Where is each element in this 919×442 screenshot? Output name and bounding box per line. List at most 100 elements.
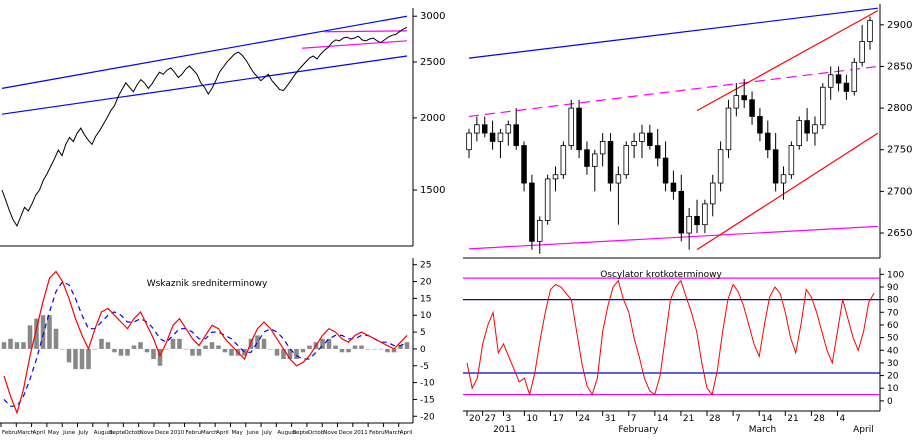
x-tick-label: May bbox=[231, 430, 243, 436]
x-tick-label: Febru bbox=[369, 430, 385, 436]
candle-body bbox=[709, 182, 716, 205]
x-tick-label: 2010 bbox=[170, 430, 184, 436]
x-tick-label: March bbox=[17, 430, 34, 436]
x-tick-label: Febru bbox=[186, 430, 202, 436]
histogram-bar bbox=[404, 342, 410, 349]
histogram-bar bbox=[333, 345, 338, 349]
histogram-bar bbox=[196, 348, 202, 356]
candle-body bbox=[639, 132, 645, 142]
x-tick-label: Nove bbox=[140, 430, 155, 436]
histogram-bar bbox=[1, 342, 7, 349]
x-tick-label: Febru bbox=[2, 430, 18, 436]
candle-body bbox=[552, 174, 559, 180]
histogram-bar bbox=[378, 348, 384, 350]
candle-body bbox=[867, 20, 873, 42]
candle-body bbox=[631, 141, 637, 146]
y-tick-label: 5 bbox=[420, 328, 426, 338]
histogram-bar bbox=[79, 348, 85, 370]
y-tick-label: 10 bbox=[420, 311, 432, 321]
x-tick-label: Septe bbox=[293, 430, 310, 436]
y-tick-label: 0 bbox=[887, 397, 893, 407]
histogram-bar bbox=[294, 348, 299, 360]
histogram-bar bbox=[66, 348, 72, 363]
histogram-bar bbox=[73, 348, 78, 370]
x-month-label: 2011 bbox=[493, 425, 516, 435]
x-tick-label: 31 bbox=[605, 414, 616, 424]
y-tick-label: 3000 bbox=[420, 11, 445, 22]
histogram-bar bbox=[209, 342, 215, 349]
candle-body bbox=[670, 182, 677, 192]
candle-body bbox=[599, 141, 606, 155]
y-tick-label: 2850 bbox=[887, 61, 912, 72]
candle-body bbox=[529, 182, 535, 242]
histogram-bar bbox=[112, 348, 117, 353]
candle-body bbox=[827, 74, 834, 88]
histogram-bar bbox=[99, 338, 104, 349]
trendline bbox=[468, 225, 878, 250]
x-tick-label: Nove bbox=[323, 430, 338, 436]
histogram-bar bbox=[352, 345, 358, 349]
candle-body bbox=[757, 116, 763, 134]
y-tick-label: 0 bbox=[420, 345, 426, 355]
x-tick-label: August bbox=[94, 430, 114, 436]
histogram-bar bbox=[125, 348, 130, 356]
y-tick-label: 2900 bbox=[887, 20, 912, 31]
candle-body bbox=[497, 132, 504, 142]
histogram-bar bbox=[216, 345, 221, 349]
histogram-bar bbox=[203, 345, 208, 349]
histogram-bar bbox=[261, 338, 267, 349]
histogram-bar bbox=[242, 348, 247, 356]
y-tick-label: 20 bbox=[420, 278, 432, 288]
x-tick-label: March bbox=[384, 430, 401, 436]
x-tick-label: 21 bbox=[683, 414, 694, 424]
candle-body bbox=[513, 124, 519, 146]
candle-body bbox=[796, 120, 802, 146]
histogram-bar bbox=[34, 318, 39, 349]
candle-body bbox=[694, 215, 700, 226]
candle-body bbox=[568, 107, 574, 146]
y-tick-label: 1500 bbox=[420, 185, 445, 196]
histogram-bar bbox=[268, 348, 273, 350]
trendline bbox=[324, 30, 408, 33]
candle-body bbox=[702, 203, 708, 226]
candle-body bbox=[584, 149, 590, 167]
x-tick-label: Dece bbox=[339, 430, 354, 436]
trendline bbox=[468, 65, 878, 118]
x-tick-label: April bbox=[33, 430, 46, 436]
candle-body bbox=[576, 107, 582, 151]
x-tick-label: 3 bbox=[506, 414, 512, 424]
candle-body bbox=[772, 149, 779, 184]
candle-body bbox=[835, 74, 842, 84]
x-tick-label: 14 bbox=[761, 414, 773, 424]
x-tick-label: 14 bbox=[657, 414, 669, 424]
x-tick-label: July bbox=[261, 430, 273, 436]
y-tick-label: 80 bbox=[887, 296, 899, 306]
histogram-bar bbox=[60, 348, 65, 350]
histogram-bar bbox=[222, 348, 228, 353]
trendline bbox=[696, 10, 879, 112]
chart-title: Wskaznik sredniterminowy bbox=[147, 279, 268, 289]
x-tick-label: Dece bbox=[155, 430, 170, 436]
histogram-bar bbox=[27, 325, 33, 349]
histogram-bar bbox=[131, 345, 137, 349]
candle-body bbox=[788, 145, 795, 176]
candle-body bbox=[505, 124, 512, 134]
x-tick-label: July bbox=[77, 430, 89, 436]
y-tick-label: 50 bbox=[887, 334, 899, 344]
x-tick-label: 24 bbox=[579, 414, 591, 424]
histogram-bar bbox=[47, 315, 52, 349]
chart-title: Oscylator krotkoterminowy bbox=[600, 270, 722, 280]
histogram-bar bbox=[86, 348, 91, 370]
y-tick-label: 2650 bbox=[887, 228, 912, 239]
histogram-bar bbox=[391, 348, 397, 353]
price-line bbox=[1, 26, 408, 227]
y-tick-label: 25 bbox=[420, 261, 431, 271]
trendline bbox=[1, 15, 408, 89]
x-tick-label: 21 bbox=[787, 414, 798, 424]
histogram-bar bbox=[248, 338, 254, 349]
candle-body bbox=[489, 132, 496, 142]
y-tick-label: 70 bbox=[887, 308, 899, 318]
candle-body bbox=[607, 141, 614, 184]
histogram-bar bbox=[359, 345, 364, 349]
medium-term-oscillator-chart: 25 20 15 10 5 0 -5 -10 -15 -20 Wskaznik sredniterm… bbox=[0, 258, 435, 436]
